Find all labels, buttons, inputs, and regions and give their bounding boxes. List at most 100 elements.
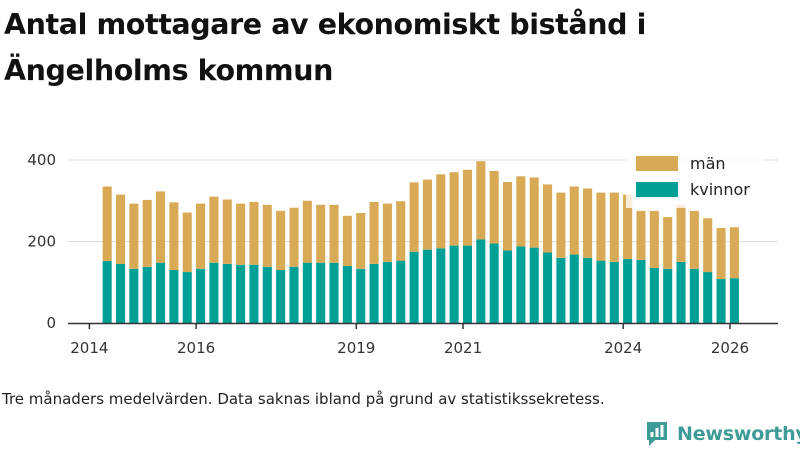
bar-man [302,200,312,263]
bar-kvinnor [356,268,366,323]
bar-man [636,210,646,260]
bar-man [209,196,219,263]
bar-kvinnor [636,259,646,323]
bar-man [543,184,553,253]
bar-man [583,188,593,258]
bar-kvinnor [676,261,686,323]
axes: 0 200 400 2014 2016 2019 2021 2024 2026 [27,151,778,357]
bar-man [196,203,206,269]
bar-kvinnor [115,263,126,323]
bar-man [222,199,232,264]
x-tick-label: 2014 [70,339,108,357]
bar-man [422,179,432,250]
bar-man [529,177,539,248]
bars [102,161,739,323]
bar-man [182,212,192,273]
bar-kvinnor [316,262,326,323]
bar-kvinnor [649,267,659,323]
chart-caption: Tre månaders medelvärden. Data saknas ib… [2,390,605,408]
bar-man [649,210,659,268]
bar-man [436,174,446,249]
bar-man [129,203,139,269]
bar-kvinnor [422,249,432,323]
bar-kvinnor [556,257,566,323]
bar-kvinnor [329,262,339,323]
newsworthy-icon [647,422,667,446]
y-tick-label: 400 [27,151,56,169]
bar-kvinnor [396,260,406,323]
bar-kvinnor [543,252,553,323]
bar-man [115,194,126,264]
bar-man [142,199,152,267]
bar-kvinnor [102,261,112,323]
bar-kvinnor [262,266,272,323]
bar-man [596,192,606,261]
bar-kvinnor [155,262,166,323]
bar-kvinnor [142,266,152,323]
bar-man [676,204,686,262]
bar-man [623,194,633,260]
bar-man [342,215,352,266]
legend-swatch-man [636,156,678,171]
bar-man [396,201,406,261]
bar-man [155,191,166,263]
bar-man [729,227,739,279]
bar-man [609,192,619,262]
bar-man [489,171,499,244]
bar-man [449,172,459,246]
bar-man [316,204,326,263]
bar-kvinnor [462,245,473,323]
bar-man [663,217,673,269]
bar-kvinnor [342,265,352,323]
bar-kvinnor [476,239,486,323]
x-tick-label: 2019 [337,339,375,357]
bar-man [289,207,299,267]
bar-kvinnor [369,263,379,323]
bar-kvinnor [583,257,593,323]
bar-man [716,228,726,279]
legend-label-kvinnor: kvinnor [690,180,750,199]
bar-kvinnor [249,264,259,323]
x-tick-label: 2016 [177,339,215,357]
bar-kvinnor [596,260,606,323]
bar-kvinnor [663,268,673,323]
legend: män kvinnor [626,150,764,208]
bar-man [169,202,179,271]
bar-man [382,203,392,262]
bar-kvinnor [703,272,713,323]
bar-kvinnor [129,268,139,323]
brand-name: Newsworthy [677,423,800,445]
bar-man [516,176,526,247]
bar-kvinnor [489,243,499,323]
bar-man [369,201,379,264]
legend-label-man: män [690,154,726,173]
bar-kvinnor [689,268,699,323]
bar-man [703,218,713,273]
y-tick-label: 0 [46,314,56,332]
bar-kvinnor [276,270,286,323]
bar-kvinnor [169,270,179,323]
bar-kvinnor [569,254,579,323]
bar-man [276,210,286,271]
bar-man [689,210,699,269]
bar-kvinnor [409,251,419,323]
x-tick-label: 2026 [711,339,749,357]
bar-man [502,182,513,251]
bar-man [462,169,473,246]
legend-swatch-kvinnor [636,182,678,197]
bar-kvinnor [623,259,633,323]
bar-kvinnor [222,263,232,323]
bar-kvinnor [436,248,446,323]
bar-kvinnor [502,250,513,323]
bar-man [569,186,579,255]
bar-man [262,204,272,267]
x-tick-label: 2024 [604,339,642,357]
bar-kvinnor [236,264,246,323]
bar-kvinnor [729,278,739,323]
bar-kvinnor [382,261,392,323]
y-tick-label: 200 [27,233,56,251]
bar-man [409,182,419,252]
bar-kvinnor [302,262,312,323]
bar-kvinnor [449,245,459,323]
